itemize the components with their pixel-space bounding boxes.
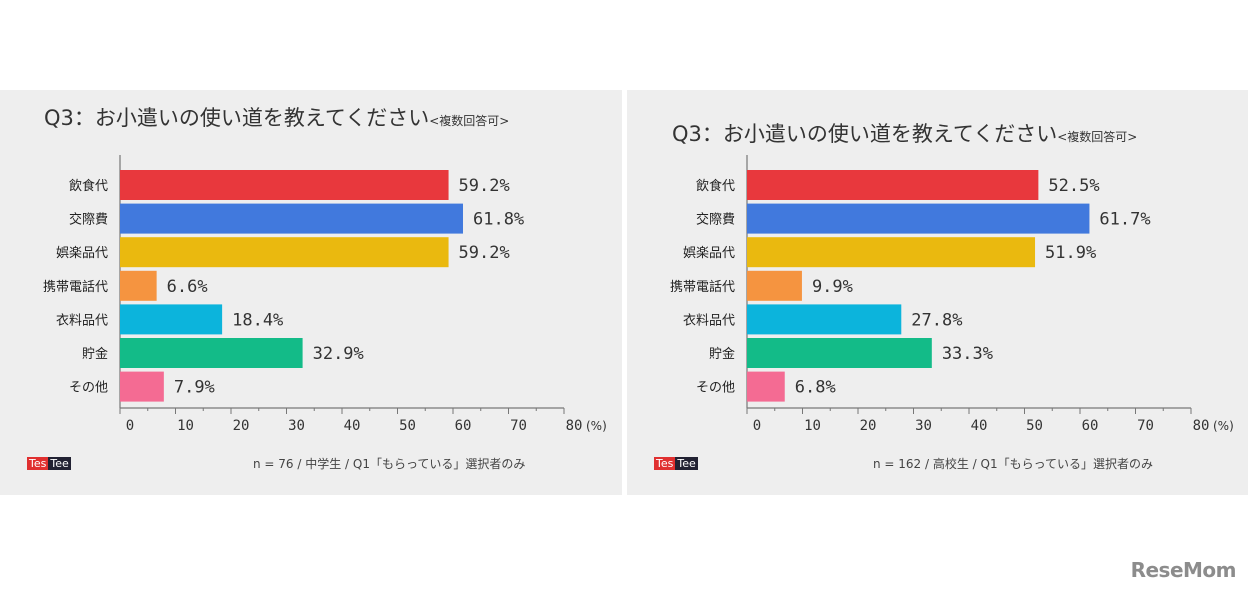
resemom-logo: ReseMom bbox=[1130, 558, 1237, 582]
x-tick-label: 60 bbox=[1082, 418, 1099, 434]
data-label: 18.4% bbox=[232, 310, 283, 330]
chart-title: Q3：お小遣いの使い道を教えてください<複数回答可> bbox=[672, 122, 1138, 146]
bar-chart-high-school: 0 10 20 30 40 50 60 70 80 (%) 飲食代 52.5% 交際費 61.7% 娯楽品代… bbox=[670, 155, 1234, 434]
data-label: 61.7% bbox=[1099, 210, 1150, 230]
x-tick-label: 20 bbox=[233, 418, 250, 434]
x-tick-label: 60 bbox=[455, 418, 472, 434]
bar bbox=[747, 170, 1039, 200]
x-tick-label: 10 bbox=[804, 418, 821, 434]
sample-note: n = 162 / 高校生 / Q1「もらっている」選択者のみ bbox=[873, 457, 1154, 471]
testee-logo: Tes Tee bbox=[654, 457, 698, 470]
category-label: その他 bbox=[69, 381, 108, 396]
data-label: 6.6% bbox=[167, 277, 208, 297]
bar bbox=[747, 304, 902, 335]
chart-title: Q3：お小遣いの使い道を教えてください<複数回答可> bbox=[44, 106, 510, 130]
category-label: 飲食代 bbox=[696, 178, 735, 194]
bar bbox=[747, 371, 785, 402]
bar-chart-junior-high: 0 10 20 30 40 50 60 70 80 (%) 飲食代 59.2% 交際費 61.8% 娯楽品代… bbox=[43, 155, 607, 434]
x-tick-label: 30 bbox=[288, 418, 305, 434]
x-tick-label: 10 bbox=[177, 418, 194, 434]
bar bbox=[120, 203, 463, 234]
category-label: 娯楽品代 bbox=[683, 245, 735, 261]
bar bbox=[120, 237, 449, 268]
chart-panel-high-school: Q3：お小遣いの使い道を教えてください<複数回答可> 0 10 20 30 40 50 60… bbox=[627, 90, 1248, 495]
category-label: 交際費 bbox=[69, 212, 108, 228]
category-label: 携帯電話代 bbox=[43, 279, 108, 295]
bar bbox=[747, 338, 932, 368]
x-tick-label: 0 bbox=[126, 418, 134, 434]
x-tick-label: 70 bbox=[510, 418, 527, 434]
bar bbox=[120, 338, 303, 368]
bar bbox=[120, 170, 449, 200]
data-label: 9.9% bbox=[812, 277, 853, 297]
category-label: 娯楽品代 bbox=[56, 245, 108, 261]
testee-logo: Tes Tee bbox=[27, 457, 71, 470]
category-label: 衣料品代 bbox=[683, 312, 735, 328]
x-tick-label: 50 bbox=[1026, 418, 1043, 434]
data-label: 32.9% bbox=[313, 344, 364, 364]
category-label: 衣料品代 bbox=[56, 312, 108, 328]
category-label: 貯金 bbox=[709, 346, 735, 362]
data-label: 7.9% bbox=[174, 378, 215, 398]
bar bbox=[120, 371, 164, 402]
x-tick-label: 40 bbox=[344, 418, 361, 434]
data-label: 61.8% bbox=[473, 210, 524, 230]
bar bbox=[747, 270, 802, 301]
x-unit-label: (%) bbox=[1213, 419, 1234, 433]
category-label: 携帯電話代 bbox=[670, 279, 735, 295]
data-label: 27.8% bbox=[911, 310, 962, 330]
x-tick-label: 70 bbox=[1137, 418, 1154, 434]
data-label: 59.2% bbox=[459, 243, 510, 263]
category-label: その他 bbox=[696, 381, 735, 396]
data-label: 33.3% bbox=[942, 344, 993, 364]
x-tick-label: 80 bbox=[1193, 418, 1210, 434]
x-tick-label: 50 bbox=[399, 418, 416, 434]
category-label: 貯金 bbox=[82, 346, 108, 362]
category-label: 交際費 bbox=[696, 212, 735, 228]
bar bbox=[747, 203, 1090, 234]
data-label: 6.8% bbox=[795, 378, 836, 398]
bar bbox=[120, 304, 223, 335]
x-tick-label: 30 bbox=[915, 418, 932, 434]
x-unit-label: (%) bbox=[586, 419, 607, 433]
sample-note: n = 76 / 中学生 / Q1「もらっている」選択者のみ bbox=[253, 457, 526, 471]
x-tick-label: 0 bbox=[753, 418, 761, 434]
data-label: 51.9% bbox=[1045, 243, 1096, 263]
x-tick-label: 80 bbox=[566, 418, 583, 434]
x-tick-label: 40 bbox=[971, 418, 988, 434]
category-label: 飲食代 bbox=[69, 178, 108, 194]
data-label: 52.5% bbox=[1048, 176, 1099, 196]
x-tick-label: 20 bbox=[860, 418, 877, 434]
bar bbox=[120, 270, 157, 301]
data-label: 59.2% bbox=[459, 176, 510, 196]
bar bbox=[747, 237, 1036, 268]
chart-panel-junior-high: Q3：お小遣いの使い道を教えてください<複数回答可> 0 10 20 30 40 50 60… bbox=[0, 90, 622, 495]
